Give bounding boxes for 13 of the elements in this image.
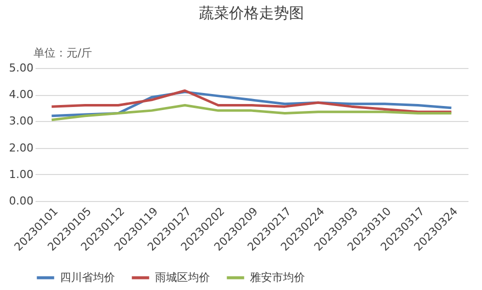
y-tick-label: 3.00	[9, 114, 34, 128]
y-axis-title: 单位：元/斤	[34, 46, 92, 60]
y-tick-label: 4.00	[9, 88, 34, 102]
line-series	[50, 89, 453, 114]
legend-label: 四川省均价	[60, 270, 115, 284]
legend-label: 雅安市均价	[250, 270, 305, 284]
y-tick-label: 0.00	[9, 194, 34, 208]
y-tick-label: 1.00	[9, 168, 34, 181]
legend-label: 雨城区均价	[155, 270, 210, 284]
y-tick-label: 5.00	[9, 62, 34, 74]
chart-title: 蔬菜价格走势图	[199, 4, 304, 22]
y-tick-label: 2.00	[9, 141, 34, 154]
line-series	[50, 104, 453, 122]
